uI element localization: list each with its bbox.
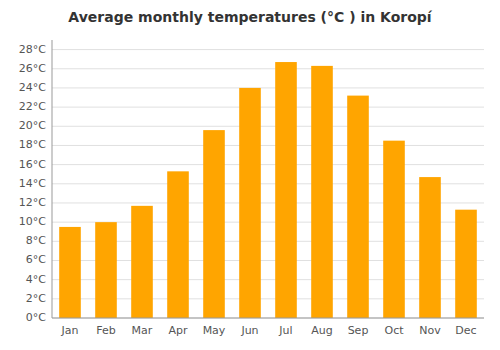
grid-line (52, 318, 484, 319)
y-tick-label: 22°C (19, 100, 46, 113)
y-tick-label: 0°C (26, 311, 46, 324)
bar (59, 227, 81, 318)
y-tick-label: 20°C (19, 119, 46, 132)
grid-line (52, 49, 484, 50)
bar (311, 66, 333, 318)
x-tick-label: Apr (168, 324, 188, 337)
bar (131, 206, 153, 318)
bar (203, 130, 225, 318)
y-tick-label: 24°C (19, 81, 46, 94)
x-tick-label: Aug (311, 324, 332, 337)
grid-line (52, 68, 484, 69)
y-tick-label: 10°C (19, 215, 46, 228)
bar (167, 171, 189, 318)
bars (59, 62, 477, 318)
y-tick-label: 2°C (26, 292, 46, 305)
x-axis: Jan Feb Mar Apr May Jun Jul Aug Sep Oct Nov Dec (52, 318, 484, 337)
y-tick-label: 4°C (26, 273, 46, 286)
grid-line (52, 145, 484, 146)
x-tick-label: Dec (455, 324, 476, 337)
bar (383, 141, 405, 318)
bar (347, 96, 369, 318)
x-tick-label: Jun (240, 324, 258, 337)
x-tick-label: Jan (61, 324, 79, 337)
x-tick-label: Mar (132, 324, 153, 337)
x-tick-label: Jul (278, 324, 292, 337)
bar (95, 222, 117, 318)
grid-line (52, 107, 484, 108)
y-tick-label: 18°C (19, 138, 46, 151)
page: {"chart_data": {"type": "bar", "title": … (0, 0, 500, 350)
bar (239, 88, 261, 318)
x-tick-label: Oct (384, 324, 404, 337)
x-tick-label: Sep (348, 324, 369, 337)
y-tick-label: 6°C (26, 253, 46, 266)
y-tick-label: 12°C (19, 196, 46, 209)
y-axis-line (52, 40, 53, 318)
y-tick-label: 16°C (19, 158, 46, 171)
chart-container: Average monthly temperatures (°C ) in Ko… (0, 0, 500, 350)
bar (455, 210, 477, 318)
grid-line (52, 87, 484, 88)
x-tick-label: Nov (419, 324, 441, 337)
grid-line (52, 164, 484, 165)
bar (275, 62, 297, 318)
y-axis: 0°C 2°C 4°C 6°C 8°C 10°C 12°C 14°C 16°C 18°C 20°C 2… (19, 40, 52, 324)
y-grid (52, 50, 484, 318)
chart-svg: Average monthly temperatures (°C ) in Ko… (0, 0, 500, 350)
bar (419, 177, 441, 318)
chart-title: Average monthly temperatures (°C ) in Ko… (68, 9, 432, 25)
x-axis-line (52, 318, 484, 319)
y-tick-label: 8°C (26, 234, 46, 247)
y-tick-label: 26°C (19, 62, 46, 75)
y-tick-label: 28°C (19, 43, 46, 56)
y-tick-label: 14°C (19, 177, 46, 190)
x-tick-label: Feb (96, 324, 115, 337)
grid-line (52, 126, 484, 127)
x-tick-label: May (203, 324, 226, 337)
